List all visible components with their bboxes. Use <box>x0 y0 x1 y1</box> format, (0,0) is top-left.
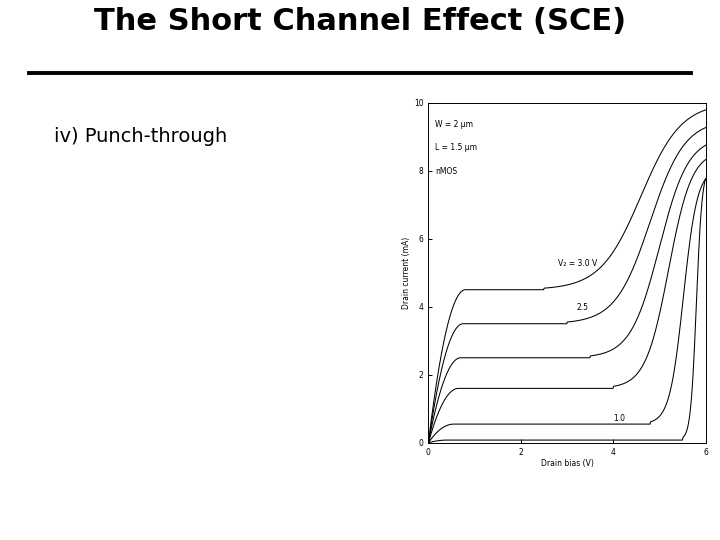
Text: V₂ = 3.0 V: V₂ = 3.0 V <box>558 259 597 268</box>
Text: The Short Channel Effect (SCE): The Short Channel Effect (SCE) <box>94 6 626 36</box>
Text: 1.0: 1.0 <box>613 414 625 423</box>
Y-axis label: Drain current (mA): Drain current (mA) <box>402 237 411 309</box>
Text: 2.5: 2.5 <box>576 303 588 312</box>
Text: W = 2 μm: W = 2 μm <box>436 119 473 129</box>
X-axis label: Drain bias (V): Drain bias (V) <box>541 460 593 468</box>
Text: iv) Punch-through: iv) Punch-through <box>54 127 228 146</box>
Text: nMOS: nMOS <box>436 167 457 176</box>
Text: L = 1.5 μm: L = 1.5 μm <box>436 144 477 152</box>
